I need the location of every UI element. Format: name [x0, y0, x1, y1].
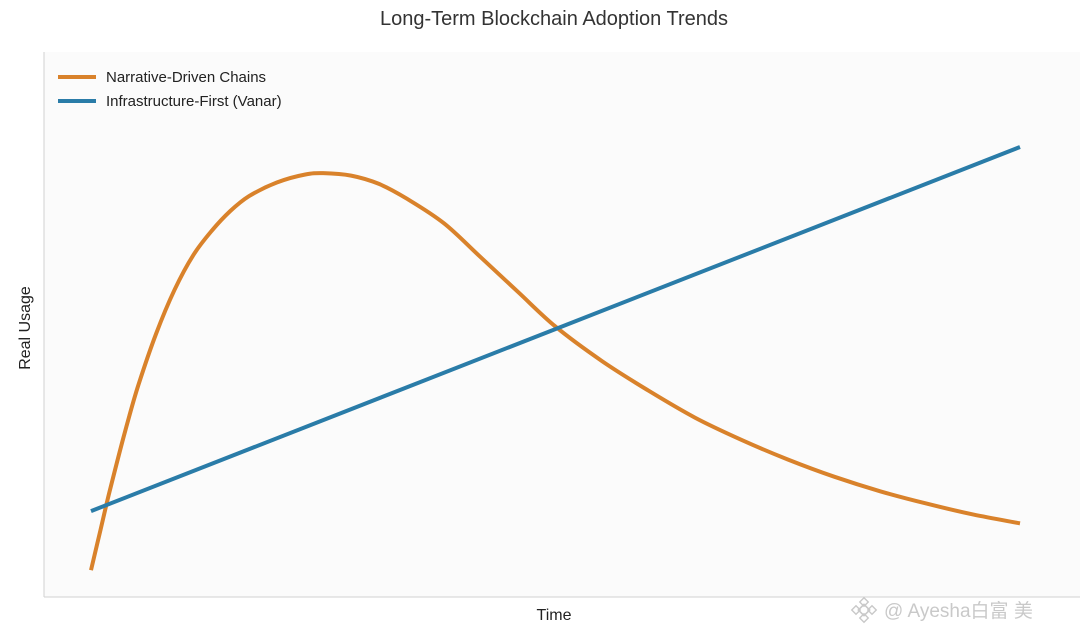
binance-logo-icon — [850, 596, 878, 624]
chart-title: Long-Term Blockchain Adoption Trends — [380, 8, 728, 30]
watermark-text: @ Ayesha白富 美 — [884, 600, 1033, 622]
watermark: @ Ayesha白富 美 — [850, 596, 1033, 624]
legend-label-narrative-driven: Narrative-Driven Chains — [106, 69, 266, 86]
series-line-infrastructure-first — [90, 145, 1021, 513]
y-axis-label: Real Usage — [17, 286, 34, 370]
legend-label-infrastructure-first: Infrastructure-First (Vanar) — [106, 93, 282, 110]
legend: Narrative-Driven Chains Infrastructure-F… — [58, 69, 282, 110]
x-axis-label: Time — [537, 607, 572, 624]
series-layer — [89, 145, 1021, 571]
series-line-narrative-driven — [89, 171, 1021, 571]
